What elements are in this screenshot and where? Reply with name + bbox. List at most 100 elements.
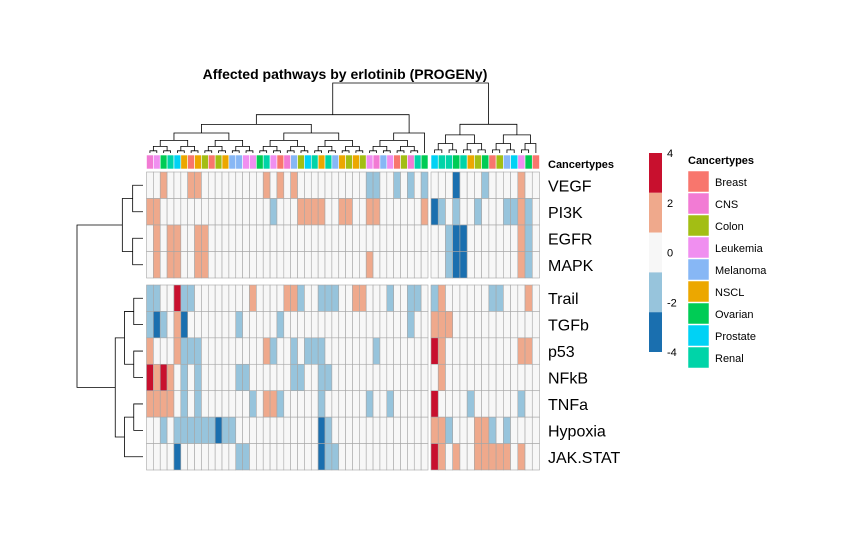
heatmap-cell [221, 443, 230, 471]
heatmap-cell [503, 171, 511, 199]
heatmap-cell [194, 251, 202, 279]
heatmap-cell [359, 363, 367, 392]
heatmap-cell [194, 171, 202, 199]
heatmap-cell [290, 443, 298, 471]
legend-label: Breast [715, 177, 747, 189]
heatmap-cell [531, 443, 540, 471]
dendrogram-branch [231, 150, 240, 153]
legend-tick-label: -2 [667, 297, 677, 309]
annotation-cell [324, 154, 333, 170]
heatmap-cell [214, 416, 223, 444]
annotation-label: Cancertypes [548, 159, 614, 171]
legend-label: Ovarian [715, 309, 754, 321]
heatmap-cell [290, 251, 298, 279]
heatmap-cell [262, 416, 271, 444]
heatmap-cell [459, 337, 468, 365]
heatmap-cell [413, 337, 422, 365]
heatmap-cell [430, 198, 439, 226]
heatmap-cell [503, 251, 511, 279]
heatmap-cell [221, 198, 230, 226]
heatmap-cell [352, 311, 360, 339]
dendrogram-branch [495, 143, 511, 150]
legend-tick-label: 2 [667, 198, 673, 210]
heatmap-cell [290, 337, 298, 365]
heatmap-cell [249, 311, 257, 339]
heatmap-cell [386, 363, 394, 392]
heatmap-cell [445, 171, 454, 199]
heatmap-cell [372, 443, 381, 471]
heatmap-cell [481, 224, 490, 252]
heatmap-cell [459, 251, 468, 279]
heatmap-cell [304, 337, 312, 365]
annotation-cell [194, 154, 202, 170]
legend-color-block [649, 272, 662, 313]
heatmap-cell [365, 337, 374, 365]
legend-swatch [687, 346, 710, 369]
dendrogram-branch [410, 150, 419, 153]
heatmap-cell [146, 284, 154, 312]
row-label: VEGF [548, 178, 592, 195]
heatmap-cell [262, 171, 271, 199]
heatmap-cell [290, 390, 298, 418]
heatmap-cell [413, 416, 422, 444]
heatmap-cell [379, 171, 388, 199]
heatmap-cell [420, 337, 429, 365]
heatmap-cell [256, 390, 264, 418]
heatmap-cell [262, 390, 271, 418]
heatmap-cell [317, 251, 326, 279]
heatmap-cell [276, 363, 285, 392]
annotation-cell [290, 154, 298, 170]
annotation-cell [249, 154, 257, 170]
heatmap-cell [324, 284, 333, 312]
heatmap-cell [474, 337, 482, 365]
heatmap-cell [524, 171, 533, 199]
heatmap-cell [338, 224, 346, 252]
heatmap-cell [173, 337, 182, 365]
heatmap-cell [262, 363, 271, 392]
heatmap-cell [221, 390, 230, 418]
heatmap-cell [166, 171, 175, 199]
value-color-legend: 4 2 0 -2 -4 [649, 148, 677, 359]
heatmap-cell [531, 171, 540, 199]
heatmap-cell [331, 224, 340, 252]
heatmap-cell [304, 284, 312, 312]
heatmap-cell [249, 198, 257, 226]
heatmap-cell [400, 251, 408, 279]
heatmap-cell [214, 390, 223, 418]
dendrogram-branch [341, 150, 350, 153]
heatmap-cell [235, 443, 243, 471]
heatmap-cell [173, 284, 182, 312]
legend-tick-label: 4 [667, 148, 673, 160]
heatmap-cell [297, 416, 305, 444]
heatmap-cell [352, 171, 360, 199]
heatmap-cells [146, 171, 540, 471]
dendrogram-branch [262, 145, 278, 151]
heatmap-cell [207, 171, 216, 199]
heatmap-cell [146, 416, 154, 444]
heatmap-cell [166, 251, 175, 279]
legend-label: Leukemia [715, 243, 764, 255]
heatmap-cell [310, 198, 319, 226]
heatmap-cell [495, 224, 504, 252]
legend-color-block [649, 232, 662, 273]
heatmap-cell [228, 311, 237, 339]
heatmap-cell [379, 443, 388, 471]
annotation-cell [517, 154, 526, 170]
heatmap-cell [365, 224, 374, 252]
dendrogram-branch [355, 150, 364, 153]
heatmap-cell [166, 363, 175, 392]
heatmap-cell [430, 284, 439, 312]
heatmap-cell [488, 251, 497, 279]
heatmap-cell [153, 198, 161, 226]
heatmap-cell [283, 251, 291, 279]
heatmap-cell [235, 224, 243, 252]
heatmap-cell [345, 284, 353, 312]
heatmap-cell [393, 390, 401, 418]
heatmap-cell [445, 443, 454, 471]
legend-swatch [687, 214, 710, 237]
heatmap-cell [481, 251, 490, 279]
row-label: Hypoxia [548, 423, 606, 440]
annotation-cell [445, 154, 454, 170]
dendrogram-branch [524, 143, 537, 153]
heatmap-cell [262, 224, 271, 252]
